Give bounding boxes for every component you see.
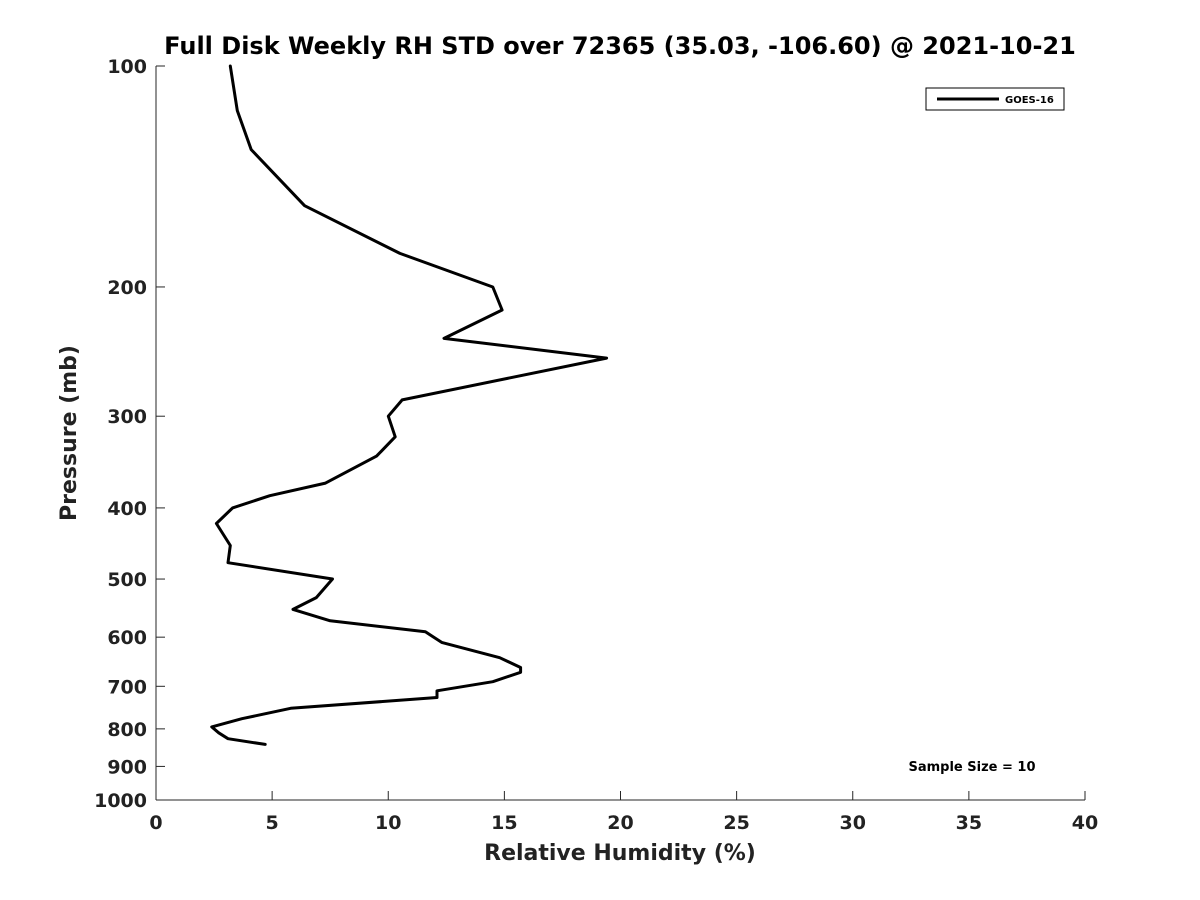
y-axis-label: Pressure (mb) <box>57 345 82 521</box>
legend: GOES-16 <box>925 87 1065 111</box>
axes: 0 5 10 15 20 25 30 35 40 100 200 300 400 500 600 700 800… <box>94 56 1098 834</box>
sample-size-annotation: Sample Size = 10 <box>908 760 1035 775</box>
x-tick-label: 0 <box>149 812 162 834</box>
y-tick-label: 900 <box>107 756 147 778</box>
y-tick-label: 1000 <box>94 790 147 812</box>
y-tick-label: 300 <box>107 406 147 428</box>
x-axis-label: Relative Humidity (%) <box>484 841 756 866</box>
series-line-goes-16 <box>210 64 609 746</box>
x-tick-label: 35 <box>956 812 982 834</box>
x-tick-label: 5 <box>266 812 279 834</box>
y-tick-label: 200 <box>107 277 147 299</box>
series-layer <box>210 64 609 746</box>
y-tick-label: 600 <box>107 627 147 649</box>
y-tick-label: 800 <box>107 719 147 741</box>
legend-label: GOES-16 <box>1005 95 1054 106</box>
x-tick-label: 10 <box>375 812 401 834</box>
y-tick-label: 100 <box>107 56 147 78</box>
x-tick-label: 20 <box>607 812 633 834</box>
x-tick-label: 25 <box>723 812 749 834</box>
x-tick-label: 30 <box>840 812 866 834</box>
y-tick-label: 700 <box>107 676 147 698</box>
chart-title: Full Disk Weekly RH STD over 72365 (35.0… <box>164 32 1076 60</box>
y-tick-label: 400 <box>107 498 147 520</box>
y-tick-label: 500 <box>107 569 147 591</box>
x-tick-label: 40 <box>1072 812 1098 834</box>
x-tick-label: 15 <box>491 812 517 834</box>
